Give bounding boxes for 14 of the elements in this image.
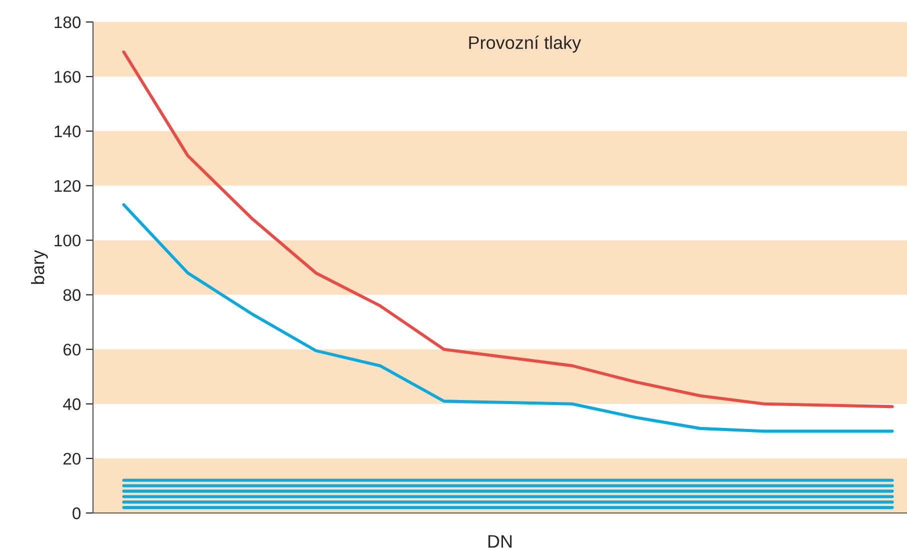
y-tick-label: 20 — [63, 452, 81, 465]
y-tick-label: 160 — [54, 70, 81, 83]
y-tick-label: 120 — [54, 180, 81, 192]
y-axis-title: bary — [31, 250, 48, 284]
line-series — [122, 203, 894, 433]
x-axis-title: DN — [488, 535, 512, 548]
annotation: Provozní tlaky — [469, 36, 582, 53]
y-tick-label: 100 — [54, 234, 81, 246]
y-tick-label: 40 — [63, 398, 81, 410]
y-tick-label: 140 — [54, 126, 81, 138]
y-tick-label: 60 — [64, 344, 81, 356]
y-tick-label: 0 — [72, 507, 81, 520]
y-tick-label: 80 — [63, 289, 81, 301]
y-tick-label: 180 — [54, 16, 81, 28]
